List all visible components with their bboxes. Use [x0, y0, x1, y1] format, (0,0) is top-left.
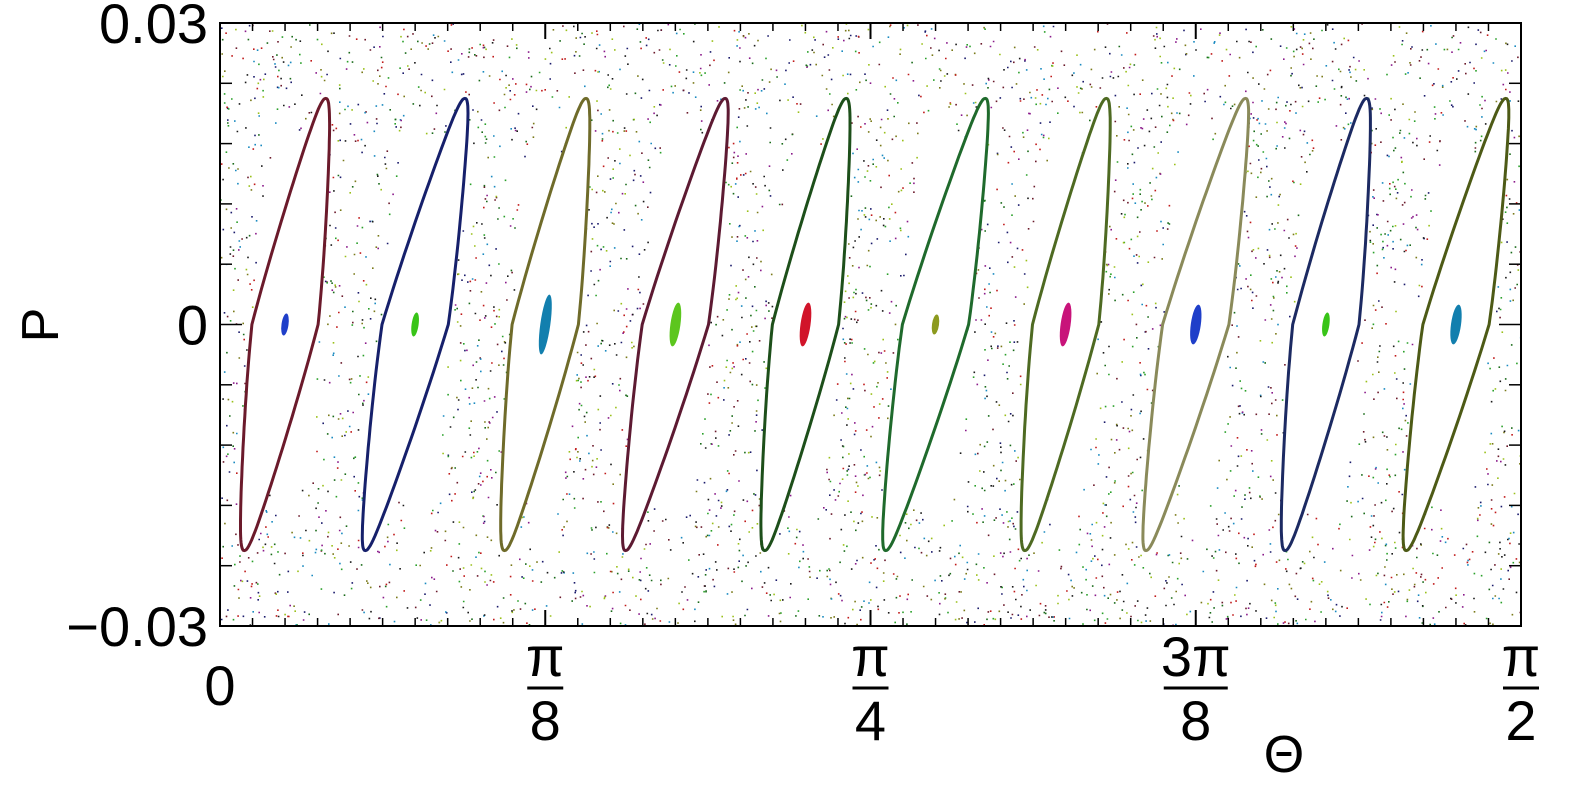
- y-tick-label-2: −0.03: [66, 595, 208, 658]
- x-tick-numerator: π: [526, 625, 565, 688]
- island-6: [881, 96, 990, 553]
- x-tick-numerator: 3π: [1161, 625, 1231, 688]
- x-tick-denominator: 8: [1180, 689, 1211, 752]
- x-tick-numerator: π: [1502, 625, 1541, 688]
- island-10: [1401, 96, 1511, 553]
- x-tick-label-4: π2: [1502, 625, 1541, 752]
- island-core: [1059, 302, 1072, 347]
- x-tick-numerator: π: [851, 625, 890, 688]
- island-core: [411, 312, 419, 337]
- x-tick-denominator: 2: [1505, 689, 1536, 752]
- island-core: [281, 313, 289, 336]
- island-9: [1279, 96, 1372, 553]
- island-core: [1190, 304, 1202, 345]
- island-5: [759, 96, 852, 553]
- island-3: [499, 96, 592, 553]
- x-axis-title: Θ: [1264, 726, 1304, 784]
- y-tick-labels: 0.03 0 −0.03: [66, 0, 208, 658]
- axis-ticks: [219, 22, 1522, 627]
- resonance-islands: [239, 96, 1511, 553]
- island-core: [669, 302, 682, 347]
- island-1: [239, 96, 332, 553]
- x-tick-label-1: π8: [526, 625, 565, 752]
- island-core: [1450, 304, 1462, 345]
- island-core: [538, 294, 552, 355]
- x-tick-label-0: 0: [204, 654, 235, 717]
- island-8: [1141, 96, 1251, 553]
- y-tick-label-0: 0.03: [99, 0, 208, 55]
- island-7: [1019, 96, 1112, 553]
- y-axis-title: P: [12, 308, 70, 343]
- x-tick-label-3: 3π8: [1161, 625, 1231, 752]
- x-tick-denominator: 8: [530, 689, 561, 752]
- x-tick-label-2: π4: [851, 625, 890, 752]
- x-tick-numerator: 0: [204, 654, 235, 717]
- island-core: [1322, 312, 1330, 337]
- island-core: [799, 302, 812, 347]
- x-tick-denominator: 4: [855, 689, 886, 752]
- island-2: [360, 96, 470, 553]
- island-core: [931, 314, 940, 335]
- island-4: [620, 96, 730, 553]
- y-tick-label-1: 0: [177, 294, 208, 357]
